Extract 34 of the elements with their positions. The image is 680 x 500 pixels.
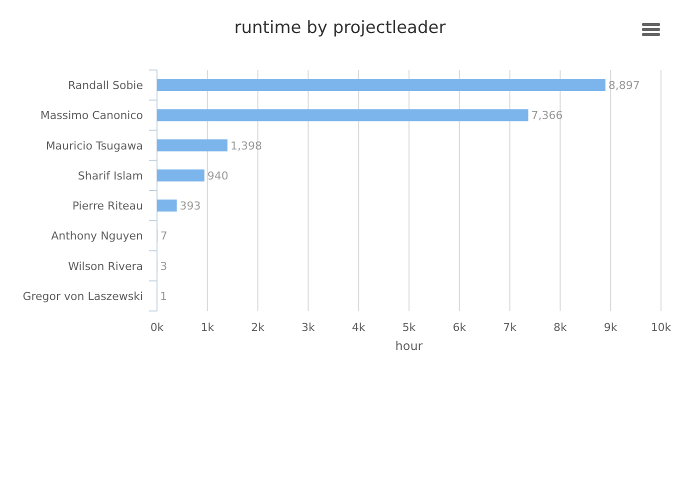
bar xyxy=(157,169,204,182)
x-tick-label: 7k xyxy=(503,321,518,334)
x-tick-label: 10k xyxy=(650,321,672,334)
x-tick-label: 9k xyxy=(604,321,618,334)
data-label: 1 xyxy=(160,290,168,303)
data-label: 7,366 xyxy=(531,109,563,122)
x-tick-label: 0k xyxy=(150,321,164,334)
data-label: 1,398 xyxy=(230,139,262,152)
x-tick-label: 2k xyxy=(251,321,266,334)
x-tick-label: 8k xyxy=(554,321,568,334)
bar xyxy=(157,79,606,92)
bar xyxy=(157,109,528,122)
y-tick-label: Sharif Islam xyxy=(78,169,143,182)
chart-title: runtime by projectleader xyxy=(234,18,446,38)
y-tick-label: Pierre Riteau xyxy=(72,200,143,213)
x-tick-label: 3k xyxy=(302,321,316,334)
bar xyxy=(157,200,177,212)
data-label: 3 xyxy=(160,260,168,273)
y-tick-label: Randall Sobie xyxy=(68,79,144,92)
y-tick-label: Massimo Canonico xyxy=(40,109,144,122)
x-axis-title: hour xyxy=(395,339,423,353)
data-label: 393 xyxy=(180,200,201,213)
y-tick-label: Anthony Nguyen xyxy=(51,230,144,243)
data-label: 940 xyxy=(207,169,228,182)
x-tick-label: 5k xyxy=(402,321,416,334)
x-tick-label: 4k xyxy=(352,321,366,334)
data-label: 7 xyxy=(160,230,168,243)
y-tick-label: Gregor von Laszewski xyxy=(22,290,143,303)
x-tick-label: 6k xyxy=(452,321,467,334)
y-tick-label: Mauricio Tsugawa xyxy=(46,139,143,152)
data-label: 8,897 xyxy=(608,79,640,92)
y-tick-label: Wilson Rivera xyxy=(68,260,143,273)
bar xyxy=(157,139,228,152)
x-tick-label: 1k xyxy=(200,321,215,334)
